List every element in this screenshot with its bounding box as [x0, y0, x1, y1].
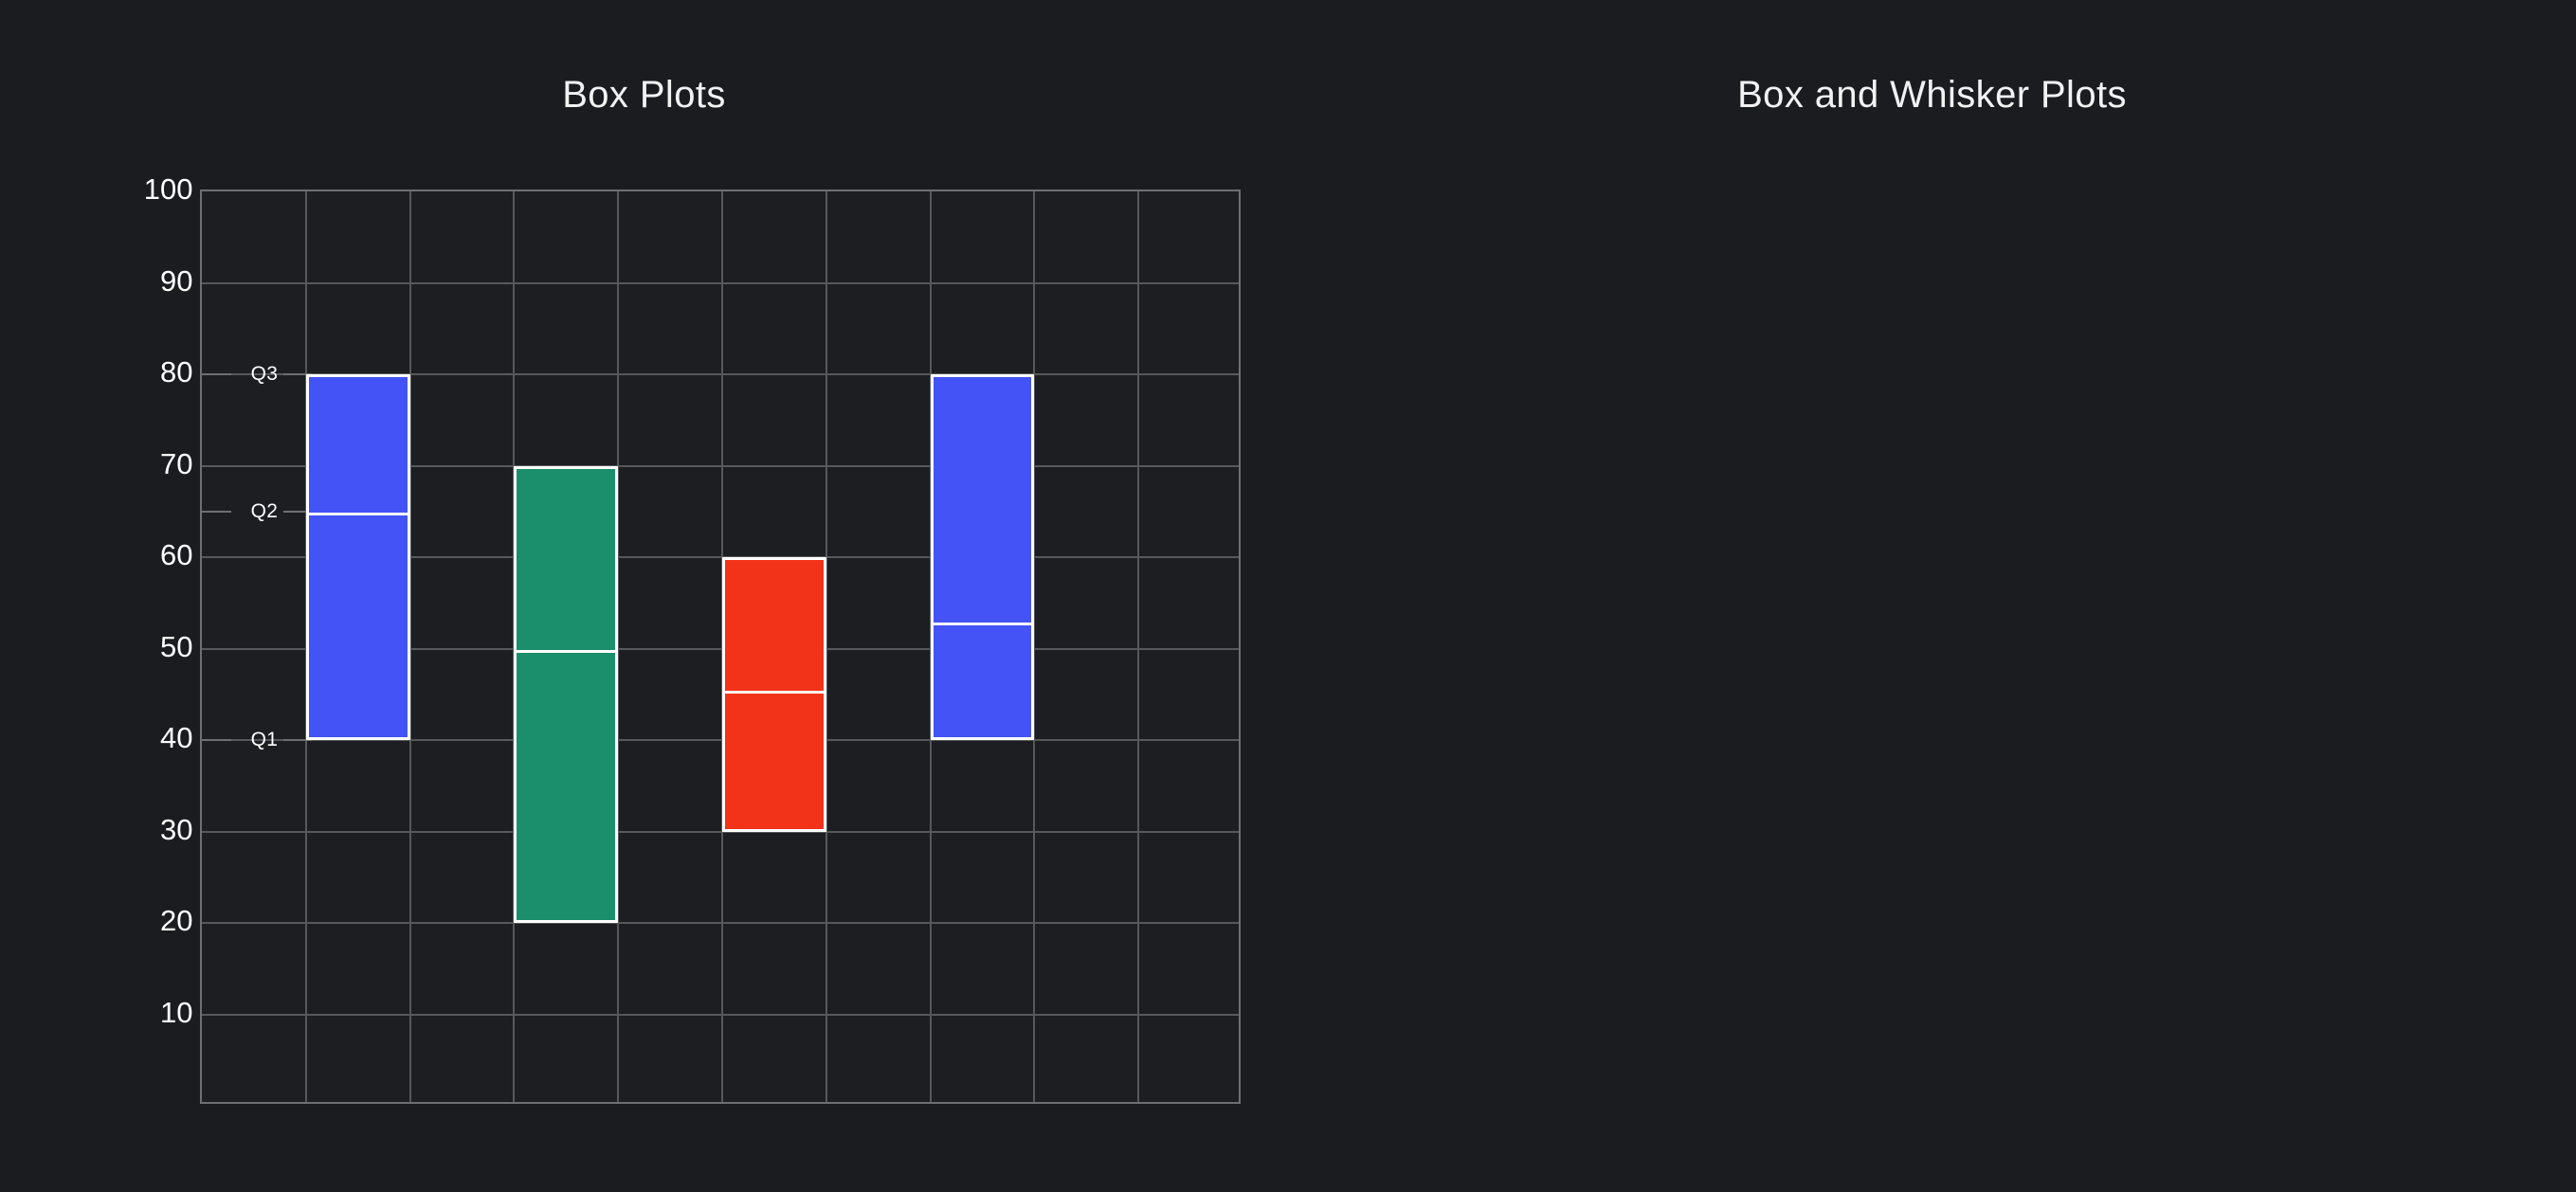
- y-axis-tick-label: 100: [143, 172, 193, 206]
- quartile-marker-label: Q2: [250, 499, 279, 522]
- box-plot-series[interactable]: [722, 191, 826, 1102]
- quartile-marker-tick: [282, 510, 313, 513]
- gridline-vertical: [825, 191, 827, 1102]
- quartile-marker-tick: [282, 373, 313, 375]
- quartile-marker-tick: [202, 510, 231, 513]
- gridline-horizontal: [202, 647, 1239, 650]
- gridline-horizontal: [202, 739, 1239, 741]
- median-line: [308, 513, 408, 516]
- panel-box-and-whisker-plots: Box and Whisker Plots MaxQ3Q2Q1Min 10090…: [1288, 0, 2576, 1192]
- y-axis-tick-label: 40: [160, 721, 193, 754]
- quartile-marker-tick: [282, 739, 313, 741]
- median-line: [517, 650, 616, 653]
- y-axis-tick-label: 80: [160, 355, 193, 388]
- gridline-vertical: [1137, 191, 1140, 1102]
- quartile-marker-label: Q1: [250, 729, 279, 750]
- box-body[interactable]: [930, 374, 1035, 740]
- y-axis-tick-label: 30: [160, 812, 193, 846]
- gridline-horizontal: [202, 1013, 1239, 1016]
- box-body[interactable]: [305, 374, 410, 740]
- y-axis-tick-label: 10: [160, 995, 193, 1029]
- box-plot-series[interactable]: [305, 191, 410, 1102]
- box-body[interactable]: [514, 465, 619, 923]
- y-axis-tick-label: 20: [160, 904, 193, 937]
- quartile-marker-label: Q3: [250, 363, 279, 385]
- box-plot-series[interactable]: [514, 191, 619, 1102]
- gridline-horizontal: [202, 922, 1239, 924]
- gridline-horizontal: [202, 464, 1239, 467]
- y-axis-left: 100 90 80 70 60 50 40 30 20 10: [81, 172, 194, 1104]
- gridline-horizontal: [202, 281, 1239, 284]
- y-axis-tick-label: 70: [160, 446, 193, 480]
- page-title-right: Box and Whisker Plots: [1737, 74, 2127, 116]
- plot-area-box-plots: Q3 Q2 Q1: [200, 190, 1241, 1104]
- median-line: [933, 623, 1032, 626]
- gridline-vertical: [408, 191, 411, 1102]
- page-title-left: Box Plots: [562, 74, 726, 116]
- gridline-horizontal: [202, 373, 1239, 375]
- gridline-horizontal: [202, 830, 1239, 833]
- panel-box-plots: Box Plots Q3 Q2 Q1 100 90 80 70 60 50 40 30 20 10: [81, 74, 1241, 1104]
- box-body[interactable]: [722, 557, 826, 832]
- gridline-vertical: [617, 191, 620, 1102]
- y-axis-tick-label: 90: [160, 263, 193, 298]
- box-plot-series[interactable]: [930, 191, 1035, 1102]
- quartile-marker-tick: [202, 739, 231, 741]
- gridline-vertical: [1033, 191, 1036, 1102]
- median-line: [725, 691, 824, 695]
- gridline-horizontal: [202, 556, 1239, 558]
- y-axis-tick-label: 50: [160, 629, 193, 663]
- quartile-marker-tick: [202, 373, 231, 375]
- y-axis-tick-label: 60: [160, 538, 193, 571]
